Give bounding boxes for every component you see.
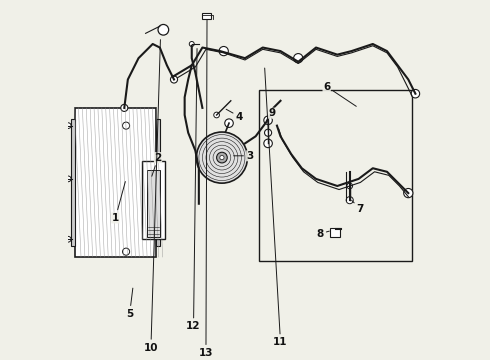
Circle shape [121, 104, 128, 112]
Circle shape [347, 183, 353, 189]
Bar [330, 228, 340, 238]
Bar [74, 108, 156, 257]
Circle shape [158, 24, 169, 35]
Text: 3: 3 [234, 151, 254, 161]
Circle shape [122, 122, 130, 129]
Circle shape [265, 129, 271, 136]
Text: 1: 1 [112, 181, 125, 223]
Circle shape [65, 237, 71, 242]
Text: 6: 6 [323, 82, 356, 106]
Circle shape [346, 197, 353, 204]
Circle shape [219, 46, 228, 56]
Text: 12: 12 [186, 49, 201, 331]
Circle shape [404, 189, 413, 198]
Bar [147, 170, 160, 238]
Circle shape [150, 211, 157, 218]
Bar [155, 119, 160, 246]
Text: 7: 7 [352, 201, 364, 214]
Text: 5: 5 [126, 288, 133, 319]
Bar [202, 13, 211, 19]
Circle shape [65, 176, 71, 182]
Circle shape [65, 123, 71, 129]
Circle shape [150, 200, 157, 207]
Circle shape [217, 152, 227, 163]
Circle shape [196, 132, 247, 183]
Circle shape [150, 221, 157, 229]
Circle shape [122, 248, 130, 255]
Text: 8: 8 [316, 229, 329, 239]
Circle shape [189, 41, 194, 46]
Bar [142, 161, 165, 239]
Text: 13: 13 [199, 20, 213, 358]
Circle shape [264, 116, 272, 125]
Circle shape [264, 139, 272, 148]
Bar [71, 119, 75, 246]
Circle shape [150, 189, 157, 197]
Circle shape [294, 54, 303, 63]
Text: 11: 11 [265, 68, 288, 347]
Circle shape [171, 76, 177, 83]
Text: 4: 4 [226, 109, 244, 122]
Circle shape [411, 89, 419, 98]
Circle shape [220, 156, 224, 160]
Circle shape [225, 119, 233, 127]
Text: 9: 9 [268, 108, 275, 120]
Text: 10: 10 [144, 40, 160, 352]
Circle shape [214, 112, 220, 118]
Text: 2: 2 [152, 153, 162, 176]
Circle shape [150, 175, 157, 183]
